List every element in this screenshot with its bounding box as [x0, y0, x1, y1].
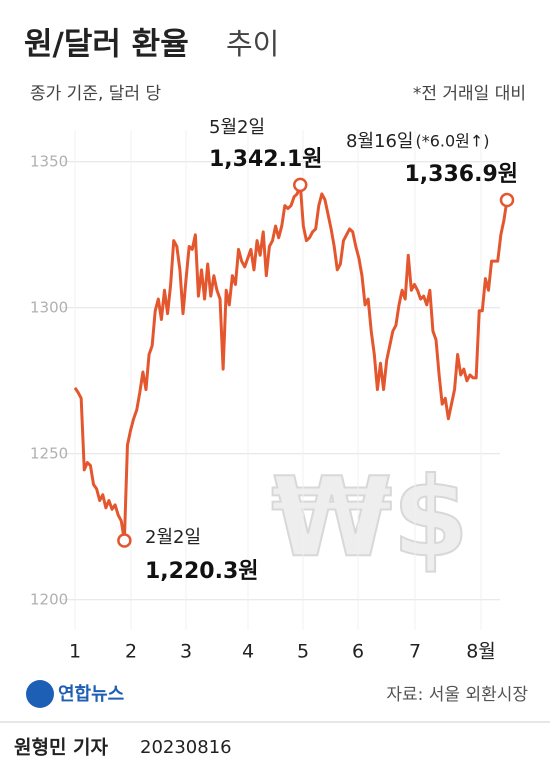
x-tick-label: 2	[125, 641, 137, 663]
annotation-date: 2월2일	[145, 527, 201, 548]
date: 20230816	[140, 737, 232, 758]
x-tick-label: 8월	[466, 641, 496, 663]
watermark: ₩$	[271, 453, 469, 581]
credit: 원형민 기자	[14, 737, 109, 759]
x-tick-label: 4	[242, 641, 254, 663]
logo-icon	[26, 680, 54, 708]
annotation-date: 8월16일	[346, 131, 413, 152]
subtitle: 종가 기준, 달러 당	[30, 84, 161, 104]
x-tick-label: 7	[409, 641, 421, 663]
x-tick-label: 5	[297, 641, 309, 663]
source: 자료: 서울 외환시장	[386, 685, 528, 705]
y-tick-label: 1200	[30, 590, 68, 608]
y-tick-label: 1250	[30, 444, 68, 462]
annotation-value: 1,220.3원	[145, 559, 259, 584]
chart-title: 원/달러 환율	[24, 27, 189, 63]
annotation-date: 5월2일	[209, 117, 265, 138]
logo: 연합뉴스	[58, 683, 124, 705]
marker	[293, 177, 308, 193]
annotation-value: 1,342.1원	[209, 147, 323, 172]
y-tick-label: 1350	[30, 152, 68, 170]
y-tick-label: 1300	[30, 298, 68, 316]
chart-title-suffix: 추이	[226, 27, 279, 61]
x-tick-label: 6	[352, 641, 364, 663]
marker	[117, 533, 132, 548]
note: *전 거래일 대비	[413, 84, 526, 104]
line	[73, 183, 509, 543]
annotation-change: (*6.0원↑)	[415, 132, 489, 151]
annotation-value: 1,336.9원	[405, 162, 519, 187]
x-tick-label: 3	[180, 641, 192, 663]
x-tick-label: 1	[69, 641, 81, 663]
marker	[499, 192, 515, 208]
